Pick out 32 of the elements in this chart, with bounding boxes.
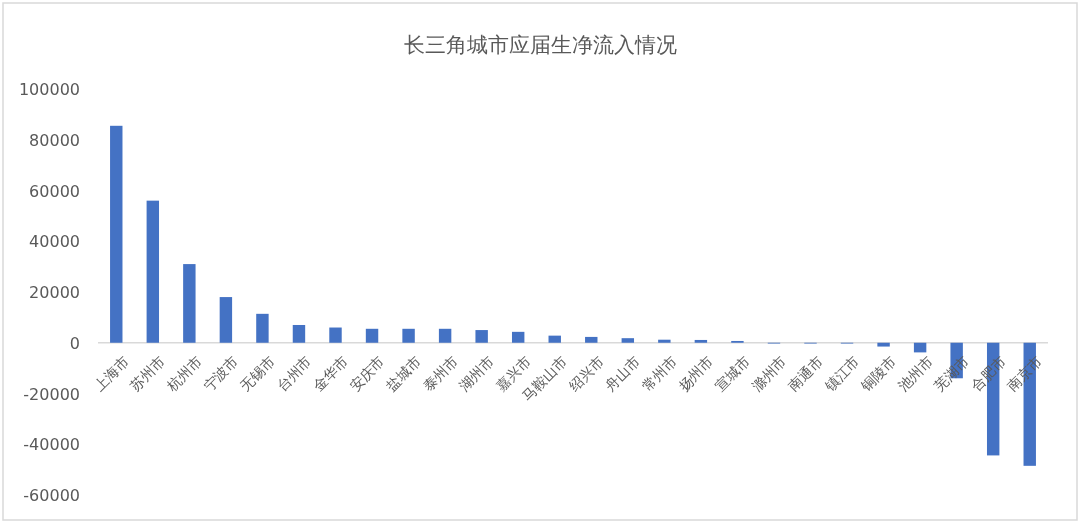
x-tick-label: 绍兴市 (565, 352, 607, 394)
bar (658, 339, 671, 343)
bar (694, 339, 708, 343)
y-tick-label: -60000 (23, 486, 80, 505)
bar (877, 342, 890, 347)
bar (256, 313, 269, 343)
chart-title: 长三角城市应届生净流入情况 (403, 33, 677, 57)
bar (183, 264, 196, 343)
y-tick-label: 40000 (29, 232, 80, 252)
bar (329, 327, 342, 343)
bar (475, 330, 488, 343)
y-tick-label: 60000 (29, 181, 80, 201)
bar (292, 324, 306, 343)
y-tick-label: 80000 (29, 130, 80, 150)
bar (621, 338, 635, 343)
bar (585, 336, 598, 343)
bar (913, 342, 927, 353)
bar (402, 328, 415, 343)
y-tick-label: 0 (69, 333, 80, 353)
y-tick-label: -40000 (23, 435, 80, 455)
bar (365, 328, 379, 343)
x-tick-label: 常州市 (638, 352, 680, 394)
bar (548, 335, 561, 343)
bar (438, 328, 452, 343)
x-tick-label: 杭州市 (163, 352, 205, 395)
bar (146, 200, 160, 343)
y-tick-label: -20000 (23, 384, 80, 404)
bar (219, 297, 233, 343)
bar (511, 331, 525, 343)
bar (110, 125, 123, 343)
y-tick-label: 20000 (29, 283, 80, 302)
y-tick-label: 100000 (18, 80, 80, 99)
